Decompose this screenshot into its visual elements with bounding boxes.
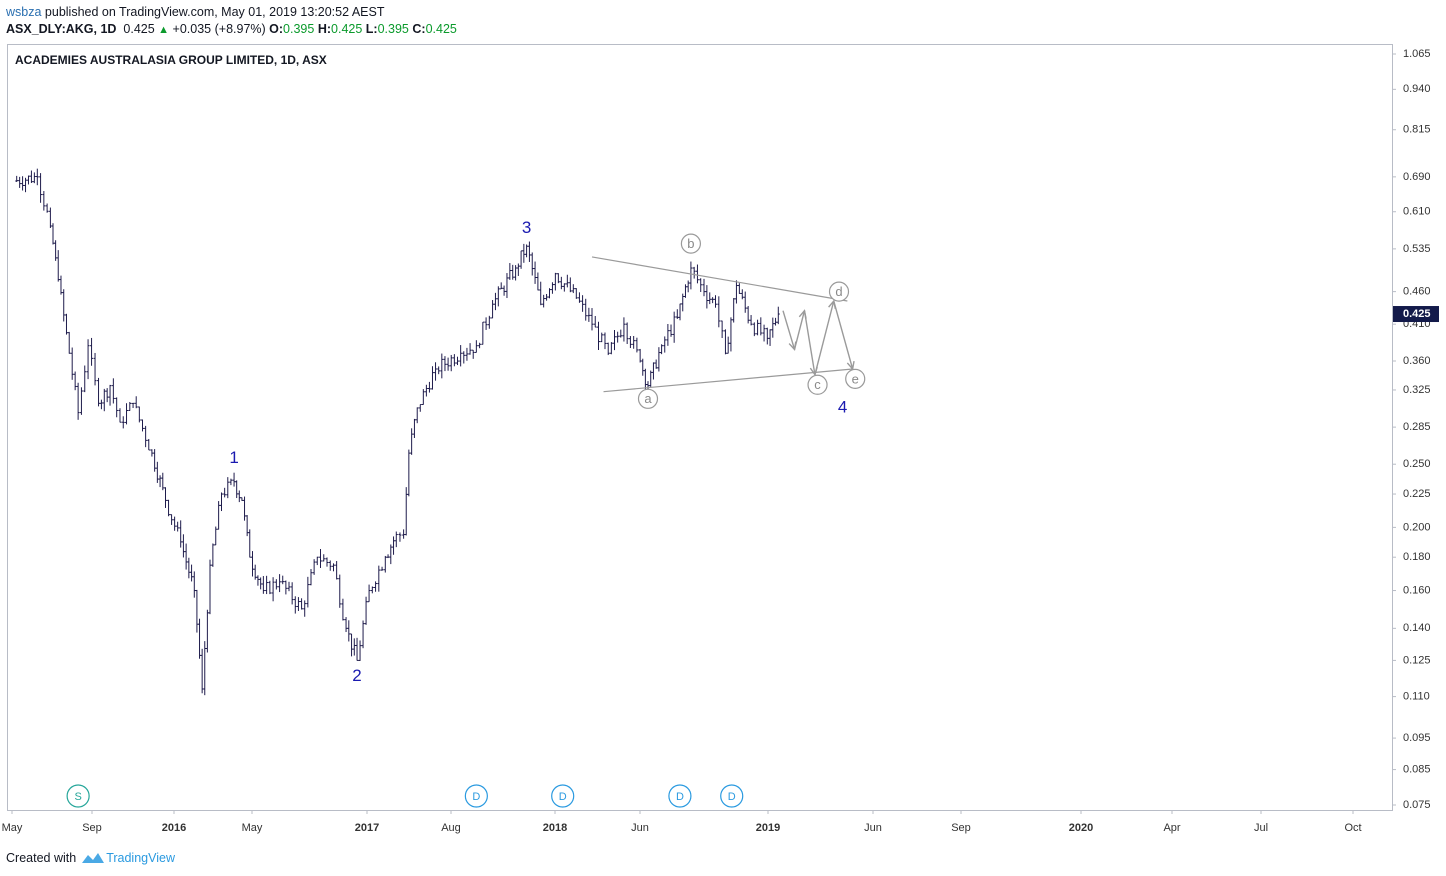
- price-tick-label: 0.110: [1403, 691, 1430, 703]
- last-price: 0.425: [123, 22, 155, 36]
- triangle-label-circle: [637, 388, 659, 409]
- dividend-marker: [720, 784, 744, 808]
- wave-labels: 1 2 3 4 a b c d e: [229, 218, 866, 685]
- time-axis: May Sep 2016 May 2017 Aug 2018 Jun 2019 Jun Sep 202…: [2, 810, 1362, 834]
- time-tick-label: Sep: [82, 822, 102, 834]
- dividend-marker-label: D: [472, 791, 480, 803]
- triangle-label-circle: [680, 233, 702, 254]
- wave-label-2: 2: [352, 666, 361, 685]
- symbol-info: ASX_DLY:AKG, 1D 0.425 ▲ +0.035 (+8.97%) …: [6, 22, 457, 38]
- wave-label-3: 3: [522, 218, 531, 237]
- price-tick-label: 0.160: [1403, 584, 1431, 596]
- triangle-label-d: d: [835, 284, 842, 299]
- open-label: O:: [269, 22, 284, 36]
- low-value: 0.395: [377, 22, 409, 36]
- open-value: 0.395: [283, 22, 315, 36]
- last-price-tag: [1393, 306, 1439, 323]
- low-label: L:: [365, 22, 378, 36]
- time-tick-label: 2020: [1069, 822, 1093, 834]
- time-tick-label: Jun: [864, 822, 882, 834]
- split-marker: [66, 784, 90, 808]
- up-arrow-icon: ▲: [158, 24, 170, 36]
- created-with-text: Created with: [6, 851, 77, 865]
- price-tick-label: 1.065: [1403, 48, 1431, 60]
- price-tick-label: 0.610: [1403, 206, 1431, 218]
- triangle-label-circle: [807, 374, 828, 395]
- time-tick-label: Apr: [1163, 822, 1180, 834]
- projection-segment: [782, 310, 796, 350]
- time-tick-label: 2018: [543, 822, 567, 834]
- price-tick-label: 0.095: [1403, 732, 1431, 744]
- last-price-tag-label: 0.425: [1403, 308, 1431, 320]
- price-tick-label: 0.180: [1403, 551, 1431, 563]
- price-tick-label: 0.360: [1403, 355, 1431, 367]
- price-tick-label: 0.535: [1403, 243, 1431, 255]
- price-tick-label: 0.200: [1403, 521, 1431, 533]
- price-tick-label: 0.140: [1403, 622, 1431, 634]
- split-marker-label: S: [74, 791, 81, 803]
- triangle-label-e: e: [852, 371, 859, 386]
- triangle-label-a: a: [644, 391, 652, 406]
- time-tick-label: May: [2, 822, 23, 834]
- brand-name: TradingView: [106, 851, 175, 865]
- close-label: C:: [412, 22, 426, 36]
- price-change: +0.035 (+8.97%): [172, 22, 266, 36]
- dividend-marker-label: D: [559, 791, 567, 803]
- dividend-marker: [551, 784, 575, 808]
- footer: Created with TradingView: [6, 851, 175, 865]
- triangle-label-circle: [845, 368, 866, 389]
- dividend-marker-label: D: [676, 791, 684, 803]
- dividend-marker: [464, 784, 488, 808]
- time-tick-label: 2019: [756, 822, 780, 834]
- triangle-trendline: [591, 256, 848, 302]
- projection-segment: [793, 310, 806, 350]
- price-tick-label: 0.690: [1403, 171, 1431, 183]
- tradingview-brand-link[interactable]: TradingView: [78, 851, 175, 865]
- pattern-lines: [591, 256, 855, 393]
- close-value: 0.425: [425, 22, 457, 36]
- high-label: H:: [317, 22, 332, 36]
- triangle-trendline: [603, 368, 853, 393]
- price-tick-label: 0.085: [1403, 763, 1431, 775]
- price-bars: [15, 168, 780, 696]
- time-tick-label: Sep: [951, 822, 971, 834]
- high-value: 0.425: [331, 22, 363, 36]
- published-info: wsbza published on TradingView.com, May …: [6, 5, 385, 20]
- dividend-marker: [668, 784, 692, 808]
- time-tick-label: Aug: [441, 822, 461, 834]
- wave-label-1: 1: [229, 448, 238, 467]
- projection-segment: [833, 300, 854, 370]
- author-link[interactable]: wsbza: [6, 5, 42, 19]
- price-tick-label: 0.325: [1403, 384, 1431, 396]
- price-tick-label: 0.225: [1403, 488, 1431, 500]
- symbol-label: ASX_DLY:AKG, 1D: [6, 22, 117, 36]
- time-tick-label: Jun: [631, 822, 649, 834]
- triangle-label-circle: [828, 281, 850, 302]
- price-tick-label: 0.460: [1403, 286, 1431, 298]
- projection-segment: [814, 300, 835, 375]
- dividend-marker-label: D: [728, 791, 736, 803]
- price-tick-label: 0.250: [1403, 458, 1431, 470]
- time-tick-label: Jul: [1254, 822, 1268, 834]
- projection-arrowhead: [846, 360, 855, 371]
- price-tick-label: 0.285: [1403, 421, 1431, 433]
- time-tick-label: May: [242, 822, 263, 834]
- projection-segment: [803, 310, 816, 375]
- time-tick-label: Oct: [1344, 822, 1361, 834]
- price-axis: 1.0650.9400.8150.6900.6100.5350.4600.410…: [1392, 48, 1439, 811]
- triangle-label-b: b: [687, 236, 694, 251]
- triangle-label-c: c: [814, 377, 821, 392]
- price-tick-label: 0.815: [1403, 124, 1431, 136]
- published-text: published on TradingView.com, May 01, 20…: [41, 5, 385, 19]
- price-tick-label: 0.125: [1403, 654, 1431, 666]
- wave-label-4: 4: [838, 397, 847, 416]
- price-tick-label: 0.075: [1403, 799, 1431, 811]
- tradingview-logo-icon: [82, 853, 105, 863]
- price-tick-label: 0.940: [1403, 83, 1431, 95]
- chart-title: ACADEMIES AUSTRALASIA GROUP LIMITED, 1D,…: [15, 53, 327, 67]
- time-tick-label: 2016: [162, 822, 186, 834]
- time-tick-label: 2017: [355, 822, 379, 834]
